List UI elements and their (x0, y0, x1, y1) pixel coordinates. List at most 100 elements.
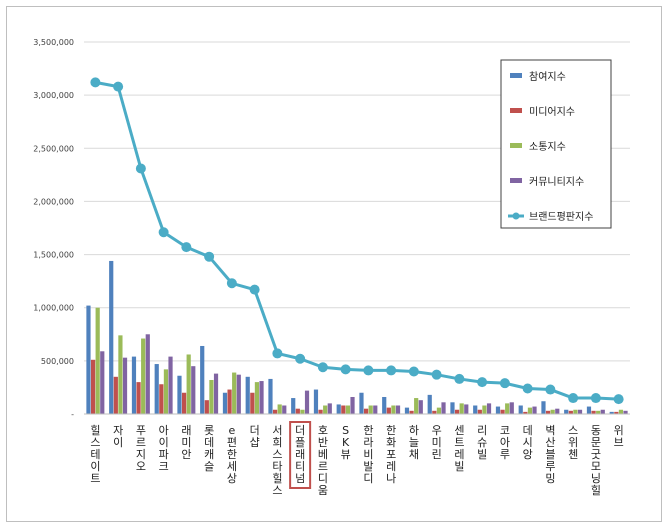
point-브랜드평판지수-스위첸 (568, 393, 579, 404)
bar-커뮤니티지수-더플래티넘 (304, 390, 310, 414)
bar-참여지수-위브 (609, 411, 614, 414)
bar-소통지수-위브 (618, 409, 624, 414)
bar-커뮤니티지수-호반베르디움 (327, 403, 332, 414)
bar-커뮤니티지수-코아루 (509, 402, 514, 414)
bar-소통지수-데시앙 (527, 407, 533, 414)
legend-swatch (510, 108, 522, 113)
bar-커뮤니티지수-e편한세상 (236, 374, 241, 414)
bar-소통지수-SK뷰 (345, 405, 351, 414)
bar-미디어지수-서희스타힐스 (272, 409, 278, 414)
bar-커뮤니티지수-벽산블루밍 (555, 408, 560, 414)
bar-참여지수-더플래티넘 (291, 398, 296, 414)
y-tick-label: 500,000 (41, 357, 74, 366)
point-브랜드평판지수-한화포레나 (386, 365, 397, 376)
point-브랜드평판지수-서희스타힐스 (272, 348, 283, 359)
bar-소통지수-더샵 (254, 382, 260, 414)
bar-커뮤니티지수-센트레빌 (464, 404, 469, 414)
bar-참여지수-서희스타힐스 (268, 378, 273, 414)
bar-미디어지수-자이 (113, 376, 118, 414)
bar-커뮤니티지수-힐스테이트 (100, 351, 105, 414)
bar-소통지수-동문굿모닝힐 (596, 410, 601, 414)
point-브랜드평판지수-래미안 (181, 242, 192, 253)
point-브랜드평판지수-푸르지오 (135, 163, 146, 174)
bar-참여지수-리슈빌 (473, 405, 478, 414)
bar-소통지수-리슈빌 (482, 405, 487, 414)
bar-소통지수-힐스테이트 (95, 307, 100, 414)
bar-미디어지수-코아루 (500, 409, 505, 414)
bar-미디어지수-데시앙 (523, 411, 528, 414)
bar-커뮤니티지수-우미린 (441, 402, 446, 414)
y-tick-label: 1,000,000 (33, 304, 74, 313)
bar-미디어지수-아이파크 (159, 384, 164, 414)
point-브랜드평판지수-위브 (613, 394, 624, 405)
legend-swatch-marker (512, 212, 520, 220)
point-브랜드평판지수-호반베르디움 (317, 362, 328, 373)
bar-미디어지수-위브 (614, 411, 619, 414)
bar-소통지수-하늘채 (414, 398, 419, 414)
bar-미디어지수-호반베르디움 (318, 409, 323, 414)
bar-참여지수-e편한세상 (222, 392, 228, 414)
bar-소통지수-한화포레나 (391, 405, 396, 414)
legend-swatch (510, 73, 522, 78)
point-브랜드평판지수-벽산블루밍 (545, 384, 556, 395)
bar-커뮤니티지수-한라비발디 (373, 405, 378, 414)
point-브랜드평판지수-센트레빌 (454, 373, 465, 384)
point-브랜드평판지수-우미린 (431, 369, 442, 380)
bar-커뮤니티지수-SK뷰 (350, 396, 355, 414)
point-브랜드평판지수-리슈빌 (477, 377, 488, 388)
bar-미디어지수-벽산블루밍 (545, 410, 551, 414)
bar-소통지수-더플래티넘 (300, 409, 305, 414)
bar-미디어지수-힐스테이트 (90, 359, 96, 414)
bar-커뮤니티지수-자이 (122, 357, 128, 414)
bar-소통지수-코아루 (505, 403, 510, 414)
bar-참여지수-SK뷰 (336, 404, 341, 414)
bar-소통지수-자이 (118, 335, 123, 414)
y-tick-label: 3,500,000 (33, 38, 74, 47)
y-tick-label: 2,500,000 (33, 144, 74, 153)
bar-커뮤니티지수-푸르지오 (145, 334, 150, 414)
bar-소통지수-아이파크 (163, 369, 169, 414)
point-브랜드평판지수-더플래티넘 (295, 353, 306, 364)
bar-참여지수-푸르지오 (131, 356, 137, 414)
bar-커뮤니티지수-더샵 (259, 381, 264, 414)
bar-커뮤니티지수-위브 (623, 410, 628, 414)
legend-label: 소통지수 (529, 141, 566, 153)
bar-미디어지수-SK뷰 (341, 405, 346, 414)
point-브랜드평판지수-코아루 (499, 378, 510, 389)
bar-미디어지수-하늘채 (409, 410, 414, 414)
legend-label: 참여지수 (529, 71, 566, 83)
y-tick-label: - (71, 410, 74, 419)
legend-label: 커뮤니티지수 (529, 176, 584, 188)
point-브랜드평판지수-데시앙 (522, 383, 533, 394)
bar-커뮤니티지수-하늘채 (418, 400, 423, 414)
bar-소통지수-호반베르디움 (323, 405, 328, 414)
bar-커뮤니티지수-롯데캐슬 (213, 373, 219, 414)
point-브랜드평판지수-힐스테이트 (90, 77, 101, 88)
bar-참여지수-자이 (109, 260, 114, 414)
bar-참여지수-우미린 (427, 394, 432, 414)
bar-참여지수-벽산블루밍 (541, 401, 546, 414)
point-브랜드평판지수-자이 (113, 81, 124, 92)
bar-참여지수-한화포레나 (382, 396, 387, 414)
bar-커뮤니티지수-데시앙 (532, 406, 537, 414)
legend-swatch (510, 143, 522, 148)
bar-미디어지수-래미안 (181, 392, 187, 414)
bar-소통지수-센트레빌 (459, 403, 464, 414)
bar-소통지수-벽산블루밍 (550, 409, 555, 414)
bar-미디어지수-롯데캐슬 (204, 400, 209, 414)
bar-소통지수-래미안 (186, 354, 191, 414)
y-tick-label: 3,000,000 (33, 91, 74, 100)
bar-미디어지수-한라비발디 (363, 408, 369, 414)
bar-소통지수-한라비발디 (368, 405, 373, 414)
